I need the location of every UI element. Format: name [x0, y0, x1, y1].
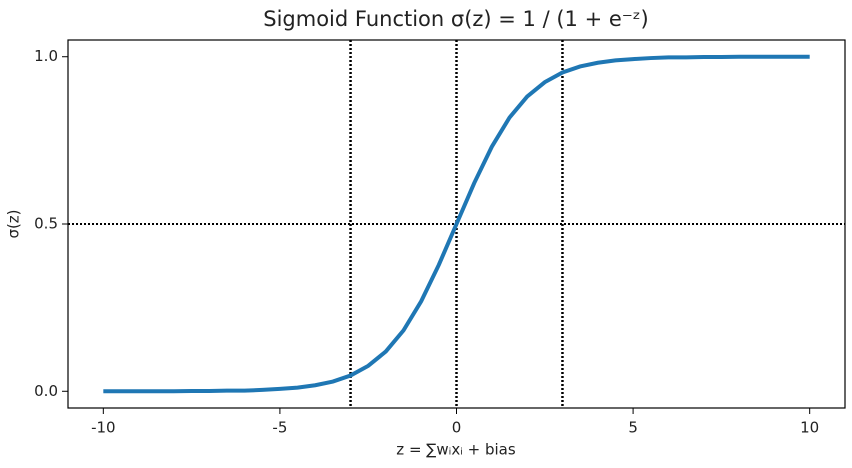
x-tick-label: 5 — [628, 419, 638, 437]
x-tick-label: -10 — [91, 419, 116, 437]
plot-frame — [67, 39, 846, 409]
y-tick-label: 0.0 — [34, 382, 58, 400]
x-tick-label: -5 — [272, 419, 287, 437]
y-axis-label: σ(z) — [5, 209, 23, 238]
x-axis-label: z = ∑wᵢxᵢ + bias — [396, 441, 516, 459]
sigmoid-line — [103, 54, 810, 394]
x-tick-label: 0 — [452, 419, 462, 437]
x-tick-label: 10 — [800, 419, 819, 437]
y-tick-label: 0.5 — [34, 215, 58, 233]
chart-title: Sigmoid Function σ(z) = 1 / (1 + e⁻ᶻ) — [263, 7, 648, 31]
y-tick-label: 1.0 — [34, 47, 58, 65]
